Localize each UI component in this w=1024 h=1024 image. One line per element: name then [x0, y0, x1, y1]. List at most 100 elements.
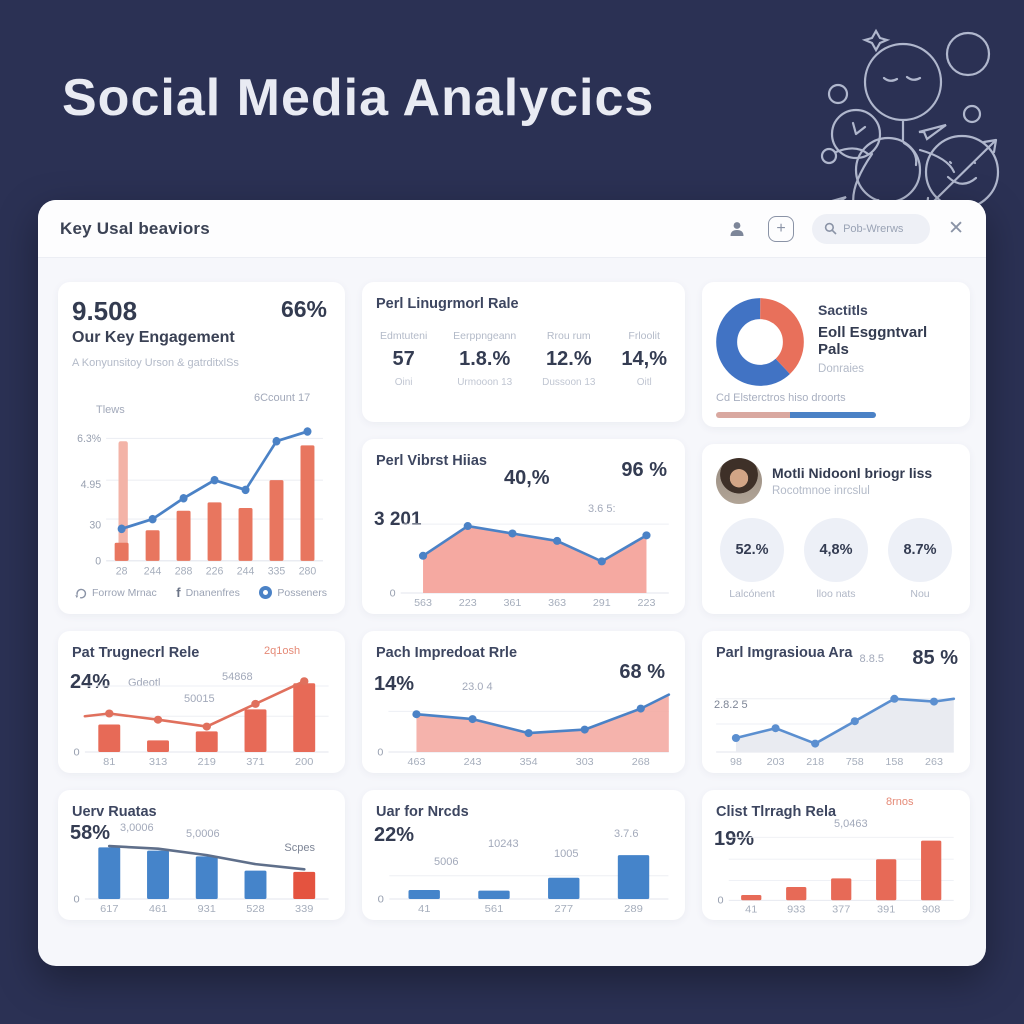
svg-text:0: 0 — [717, 896, 723, 906]
card-percent: 85 % — [912, 647, 958, 669]
legend-item[interactable]: Forrow Mrnac — [74, 586, 157, 599]
svg-text:218: 218 — [806, 756, 824, 768]
svg-text:4.95: 4.95 — [81, 479, 101, 491]
stat-column: Eerppngeann 1.8.% Urmooon 13 — [453, 330, 516, 388]
profile-subtitle: Rocotmnoe inrcslul — [772, 485, 870, 497]
card-key-engagement: 9.508 66% Our Key Engagement A Konyunsit… — [58, 282, 345, 614]
card-percent: 19% — [714, 828, 755, 850]
svg-text:363: 363 — [548, 597, 566, 609]
person-doodle-illustration — [813, 28, 1000, 212]
card-title: Clist Tlrragh Rela — [716, 804, 837, 820]
uer-chart: 41 561 277 289 0 — [370, 820, 677, 916]
key-note: A Konyunsitoy Urson & gatrditxlSs — [72, 357, 239, 369]
stat-column: Rrou rum 12.% Dussoon 13 — [542, 330, 595, 388]
card-pach-impressions: Pach Impredoat Rrle 14% 68 % 23.0 4 463 2… — [362, 631, 685, 773]
panel-title: Key Usal beaviors — [60, 218, 210, 238]
svg-text:158: 158 — [885, 756, 903, 768]
donut-title: Eoll Esggntvarl Pals — [818, 324, 928, 358]
profile-name: Motli Nidoonl briogr liss — [772, 465, 933, 481]
svg-text:758: 758 — [846, 756, 864, 768]
svg-text:280: 280 — [299, 565, 317, 577]
annotation: 1005 — [554, 848, 579, 860]
key-percent: 66% — [280, 296, 327, 322]
vibret-chart: 563 223 361 363 291 223 0 — [370, 492, 677, 610]
svg-text:908: 908 — [922, 905, 941, 915]
annotation: Tlews — [96, 404, 125, 416]
close-icon[interactable]: ✕ — [948, 218, 964, 239]
svg-text:289: 289 — [624, 903, 643, 915]
progress-segment — [716, 412, 790, 418]
donut-subtitle: Donraies — [818, 363, 865, 375]
svg-text:561: 561 — [485, 903, 504, 915]
annotation: 5006 — [434, 856, 459, 868]
camera-icon — [259, 586, 273, 599]
svg-text:291: 291 — [593, 597, 611, 609]
card-percent: 24% — [70, 671, 111, 693]
legend-label: Posseners — [277, 586, 327, 599]
profile-stat: 52.% Lalcónent — [720, 518, 784, 600]
annotation: 50015 — [184, 693, 215, 705]
legend-item[interactable]: Posseners — [259, 586, 327, 599]
facebook-icon: f — [176, 585, 181, 600]
card-donut: Sactitls Eoll Esggntvarl Pals Donraies C… — [702, 282, 970, 427]
svg-text:303: 303 — [576, 756, 594, 768]
annotation: 10243 — [488, 838, 519, 850]
card-percent: 22% — [374, 824, 415, 846]
svg-text:0: 0 — [390, 588, 396, 600]
svg-text:223: 223 — [638, 597, 656, 609]
annotation: 5,0463 — [834, 818, 868, 830]
stat-label: lloo nats — [816, 588, 856, 600]
svg-text:0: 0 — [95, 555, 101, 567]
add-button[interactable]: + — [768, 215, 795, 242]
annotation: 54868 — [222, 671, 253, 683]
svg-text:244: 244 — [144, 565, 162, 577]
stat-value: 8.7% — [888, 518, 952, 582]
search-input[interactable]: Pob-Wrerws — [812, 213, 931, 244]
donut-note: Cd Elsterctros hiso droorts — [716, 392, 846, 404]
card-title: Perl Linugrmorl Rale — [376, 296, 519, 312]
stat-value: 14,% — [621, 348, 667, 370]
svg-text:563: 563 — [414, 597, 432, 609]
user-icon[interactable] — [724, 216, 750, 242]
svg-text:6.3%: 6.3% — [77, 433, 101, 445]
annotation: 8rnos — [886, 796, 914, 808]
svg-text:41: 41 — [745, 905, 757, 915]
card-title: Pat Trugnecrl Rele — [72, 645, 200, 661]
stat-label: Rrou rum — [546, 330, 591, 342]
svg-text:617: 617 — [100, 903, 118, 915]
svg-text:200: 200 — [295, 756, 313, 768]
svg-text:288: 288 — [175, 565, 193, 577]
svg-text:931: 931 — [198, 903, 216, 915]
card-pat-engagement: Pat Trugnecrl Rele 24% Gdeotl 50015 5486… — [58, 631, 345, 773]
stat-value: 4,8% — [804, 518, 868, 582]
card-uer-nrcds: Uar for Nrcds 22% 5006 10243 1005 3.7.6 … — [362, 790, 685, 920]
svg-text:528: 528 — [246, 903, 264, 915]
annotation: 3,0006 — [120, 822, 154, 834]
dashboard-content: 9.508 66% Our Key Engagement A Konyunsit… — [38, 258, 986, 940]
donut-label: Sactitls — [818, 302, 868, 318]
annotation: 23.0 4 — [462, 681, 493, 693]
key-value: 9.508 — [72, 296, 138, 326]
card-perl-impressions: Parl Imgrasioua Ara 85 % 8.8.5 2.8.2 5 9… — [702, 631, 970, 773]
card-title: Uerv Ruatas — [72, 804, 157, 820]
stat-label: Nou — [910, 588, 930, 600]
svg-text:244: 244 — [237, 565, 255, 577]
legend-label: Forrow Mrnac — [92, 586, 157, 599]
stat-sublabel: Oitl — [636, 377, 652, 388]
svg-text:268: 268 — [632, 756, 650, 768]
svg-text:335: 335 — [268, 565, 286, 577]
svg-text:463: 463 — [408, 756, 426, 768]
annotation: 2q1osh — [264, 645, 301, 657]
svg-text:461: 461 — [149, 903, 167, 915]
legend-item[interactable]: f Dnanenfres — [176, 585, 240, 600]
annotation: 3.7.6 — [614, 828, 639, 840]
svg-text:28: 28 — [116, 565, 128, 577]
donut-chart — [716, 298, 804, 386]
annotation-value: 3 201 — [374, 509, 422, 530]
annotation: 2.8.2 5 — [714, 699, 748, 711]
svg-text:0: 0 — [378, 894, 384, 906]
svg-text:277: 277 — [554, 903, 573, 915]
annotation: 6Ccount 17 — [254, 392, 311, 404]
card-title: Parl Imgrasioua Ara — [716, 645, 853, 661]
svg-text:933: 933 — [787, 905, 806, 915]
